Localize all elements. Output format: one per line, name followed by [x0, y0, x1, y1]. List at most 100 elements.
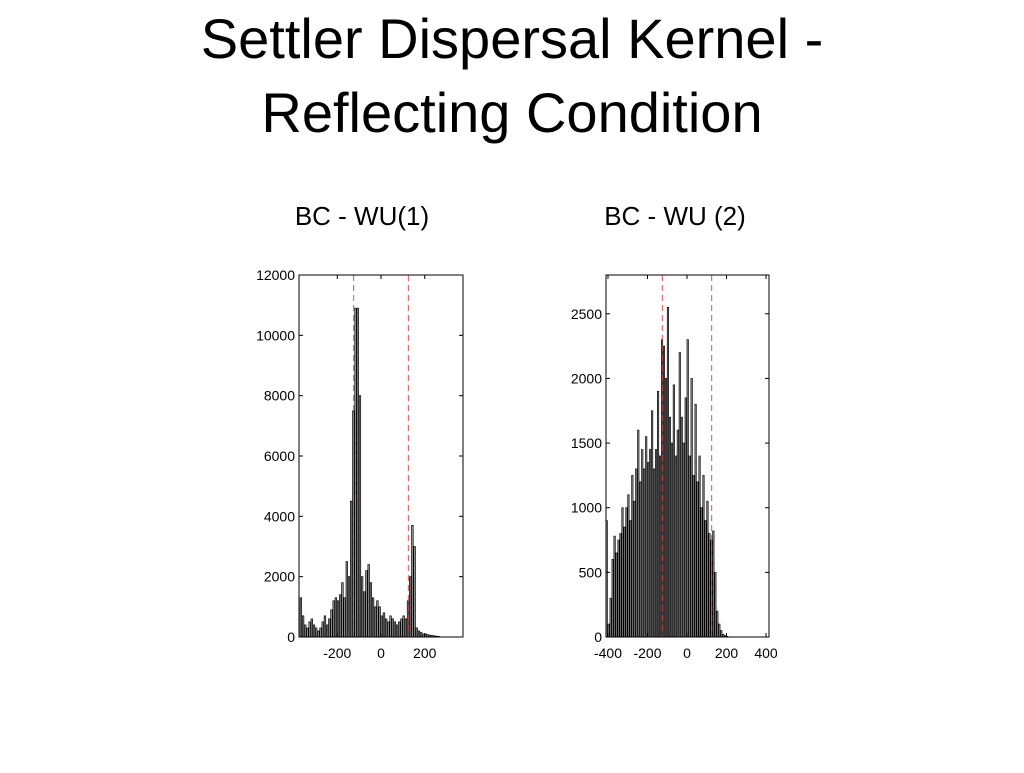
bar	[684, 397, 687, 638]
bar	[343, 597, 346, 638]
bar	[317, 630, 320, 638]
bar	[319, 627, 322, 638]
bar	[666, 306, 669, 638]
bar	[393, 621, 397, 638]
bar	[700, 507, 703, 638]
bar	[352, 410, 355, 638]
bar	[647, 462, 650, 638]
bar	[328, 618, 331, 638]
x-tick-label: -200	[323, 645, 351, 661]
bar	[670, 442, 673, 638]
bar	[621, 507, 624, 638]
bar	[367, 564, 370, 638]
y-tick-label: 0	[287, 629, 295, 645]
bar	[358, 395, 362, 638]
bar	[680, 416, 683, 638]
bar	[308, 621, 311, 638]
x-tick-label: 200	[413, 645, 437, 661]
bar	[389, 615, 392, 638]
bar	[339, 594, 342, 638]
bar	[714, 572, 717, 638]
bar	[641, 449, 644, 638]
bar	[347, 576, 351, 638]
bar	[301, 615, 305, 638]
bar	[688, 455, 691, 638]
bar	[623, 526, 626, 638]
bar	[413, 546, 416, 638]
bar	[363, 591, 366, 638]
bar	[315, 627, 318, 638]
bar	[395, 624, 399, 638]
bar	[664, 378, 667, 638]
bar	[633, 500, 636, 638]
bar	[409, 576, 412, 638]
bar	[398, 621, 401, 638]
bar	[625, 507, 628, 638]
bar	[310, 618, 313, 638]
x-tick-label: 0	[377, 645, 385, 661]
bar	[637, 429, 640, 638]
y-tick-label: 2500	[571, 306, 602, 322]
bar	[635, 468, 638, 638]
y-tick-label: 8000	[264, 388, 295, 404]
bar	[365, 570, 368, 638]
bar	[420, 632, 423, 638]
bar	[655, 449, 658, 638]
x-tick-label: -200	[633, 645, 661, 661]
y-tick-label: 1000	[571, 500, 602, 516]
bar	[631, 475, 634, 638]
bar	[629, 520, 632, 638]
bar	[627, 494, 630, 638]
bar	[400, 618, 403, 638]
bar	[704, 520, 707, 638]
bar	[387, 621, 390, 638]
bar	[639, 481, 642, 638]
bar	[391, 618, 394, 638]
bar	[672, 384, 675, 638]
bar	[662, 345, 666, 638]
x-tick-label: -400	[594, 645, 622, 661]
bar	[678, 352, 681, 638]
bar	[360, 576, 364, 638]
bar	[706, 500, 709, 638]
bar	[718, 623, 721, 638]
bar	[692, 475, 695, 638]
y-tick-label: 6000	[264, 448, 295, 464]
y-tick-label: 12000	[256, 267, 295, 283]
bar	[378, 606, 381, 638]
bar	[330, 609, 333, 638]
bar	[345, 561, 348, 638]
bar	[325, 624, 329, 638]
chart-title: BC - WU(1)	[295, 201, 429, 231]
bar	[334, 597, 338, 638]
bar	[376, 600, 379, 638]
bar	[651, 410, 654, 638]
y-tick-label: 500	[579, 564, 603, 580]
bar	[617, 539, 620, 638]
bar	[615, 552, 618, 638]
bar	[619, 533, 622, 638]
bar	[694, 403, 697, 638]
plot-frame	[298, 274, 464, 638]
bar	[720, 630, 723, 638]
bar	[686, 339, 689, 638]
bar	[415, 627, 418, 638]
bar	[643, 468, 646, 638]
bar	[321, 621, 324, 638]
bar	[708, 533, 711, 638]
y-tick-label: 1500	[571, 435, 602, 451]
bar	[306, 627, 309, 638]
bar	[304, 624, 307, 638]
bar	[674, 455, 677, 638]
x-tick-label: 200	[715, 645, 739, 661]
bar	[350, 500, 353, 638]
y-tick-label: 10000	[256, 327, 295, 343]
bar	[696, 481, 699, 638]
bar	[341, 582, 344, 638]
bar	[371, 597, 375, 638]
bar	[668, 416, 671, 638]
bar	[676, 429, 679, 638]
bar	[404, 618, 407, 638]
